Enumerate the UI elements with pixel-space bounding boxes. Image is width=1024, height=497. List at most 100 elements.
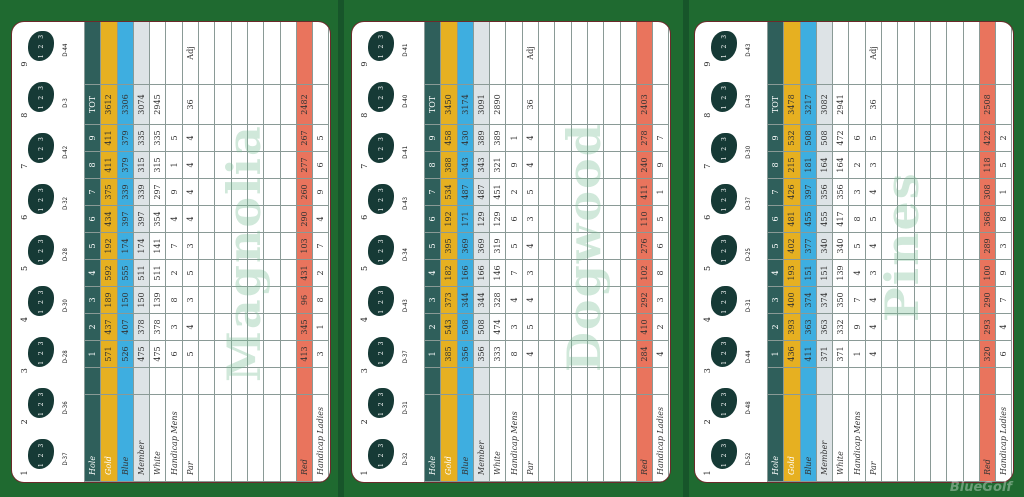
total-score-cell[interactable]	[963, 84, 980, 125]
score-cell[interactable]	[963, 340, 980, 368]
score-cell[interactable]	[963, 205, 980, 233]
score-cell[interactable]	[914, 259, 931, 287]
score-cell[interactable]	[280, 340, 297, 368]
score-cell[interactable]	[247, 205, 264, 233]
adj-cell[interactable]	[587, 22, 604, 85]
score-cell[interactable]	[571, 313, 588, 341]
score-cell[interactable]	[280, 232, 297, 260]
total-score-cell[interactable]	[263, 84, 281, 125]
score-cell[interactable]	[538, 124, 555, 152]
score-cell[interactable]	[263, 313, 281, 341]
score-cell[interactable]	[897, 286, 915, 314]
score-cell[interactable]	[914, 151, 931, 179]
player-name-cell[interactable]	[554, 394, 572, 482]
score-cell[interactable]	[587, 232, 604, 260]
score-cell[interactable]	[914, 286, 931, 314]
total-score-cell[interactable]	[946, 84, 964, 125]
score-cell[interactable]	[198, 259, 215, 287]
score-cell[interactable]	[620, 340, 637, 368]
score-cell[interactable]	[198, 124, 215, 152]
score-cell[interactable]	[963, 178, 980, 206]
score-cell[interactable]	[571, 259, 588, 287]
score-cell[interactable]	[247, 178, 264, 206]
total-score-cell[interactable]	[587, 84, 604, 125]
score-cell[interactable]	[263, 151, 281, 179]
score-cell[interactable]	[571, 340, 588, 368]
score-cell[interactable]	[214, 340, 232, 368]
spacer-cell[interactable]	[263, 367, 281, 395]
adj-cell[interactable]	[946, 22, 964, 85]
score-cell[interactable]	[620, 151, 637, 179]
score-cell[interactable]	[280, 313, 297, 341]
score-cell[interactable]	[214, 151, 232, 179]
score-cell[interactable]	[263, 124, 281, 152]
score-cell[interactable]	[603, 286, 621, 314]
spacer-cell[interactable]	[247, 367, 264, 395]
total-score-cell[interactable]	[198, 84, 215, 125]
score-cell[interactable]	[280, 151, 297, 179]
score-cell[interactable]	[881, 286, 898, 314]
score-cell[interactable]	[247, 340, 264, 368]
score-cell[interactable]	[587, 340, 604, 368]
spacer-cell[interactable]	[198, 367, 215, 395]
adj-cell[interactable]	[231, 22, 248, 85]
score-cell[interactable]	[620, 313, 637, 341]
total-score-cell[interactable]	[231, 84, 248, 125]
player-name-cell[interactable]	[914, 394, 931, 482]
adj-cell[interactable]	[198, 22, 215, 85]
score-cell[interactable]	[554, 259, 572, 287]
player-name-cell[interactable]	[263, 394, 281, 482]
total-score-cell[interactable]	[620, 84, 637, 125]
player-name-cell[interactable]	[930, 394, 947, 482]
score-cell[interactable]	[214, 124, 232, 152]
spacer-cell[interactable]	[587, 367, 604, 395]
score-cell[interactable]	[231, 340, 248, 368]
score-cell[interactable]	[554, 205, 572, 233]
score-cell[interactable]	[231, 286, 248, 314]
spacer-cell[interactable]	[881, 367, 898, 395]
spacer-cell[interactable]	[930, 367, 947, 395]
score-cell[interactable]	[946, 178, 964, 206]
score-cell[interactable]	[263, 259, 281, 287]
total-score-cell[interactable]	[571, 84, 588, 125]
score-cell[interactable]	[603, 151, 621, 179]
spacer-cell[interactable]	[603, 367, 621, 395]
score-cell[interactable]	[930, 151, 947, 179]
score-cell[interactable]	[930, 232, 947, 260]
score-cell[interactable]	[280, 259, 297, 287]
score-cell[interactable]	[620, 286, 637, 314]
score-cell[interactable]	[198, 151, 215, 179]
score-cell[interactable]	[963, 259, 980, 287]
score-cell[interactable]	[247, 313, 264, 341]
score-cell[interactable]	[914, 313, 931, 341]
score-cell[interactable]	[897, 178, 915, 206]
score-cell[interactable]	[587, 151, 604, 179]
adj-cell[interactable]	[571, 22, 588, 85]
spacer-cell[interactable]	[231, 367, 248, 395]
score-cell[interactable]	[263, 178, 281, 206]
player-name-cell[interactable]	[198, 394, 215, 482]
score-cell[interactable]	[247, 124, 264, 152]
adj-cell[interactable]	[554, 22, 572, 85]
score-cell[interactable]	[946, 313, 964, 341]
score-cell[interactable]	[603, 232, 621, 260]
spacer-cell[interactable]	[214, 367, 232, 395]
score-cell[interactable]	[247, 151, 264, 179]
score-cell[interactable]	[914, 232, 931, 260]
player-name-cell[interactable]	[231, 394, 248, 482]
score-cell[interactable]	[603, 205, 621, 233]
score-cell[interactable]	[603, 178, 621, 206]
score-cell[interactable]	[897, 205, 915, 233]
score-cell[interactable]	[198, 205, 215, 233]
score-cell[interactable]	[963, 151, 980, 179]
score-cell[interactable]	[214, 313, 232, 341]
score-cell[interactable]	[554, 124, 572, 152]
score-cell[interactable]	[214, 259, 232, 287]
score-cell[interactable]	[198, 178, 215, 206]
score-cell[interactable]	[620, 259, 637, 287]
score-cell[interactable]	[247, 286, 264, 314]
spacer-cell[interactable]	[280, 367, 297, 395]
player-name-cell[interactable]	[946, 394, 964, 482]
player-name-cell[interactable]	[620, 394, 637, 482]
score-cell[interactable]	[538, 178, 555, 206]
